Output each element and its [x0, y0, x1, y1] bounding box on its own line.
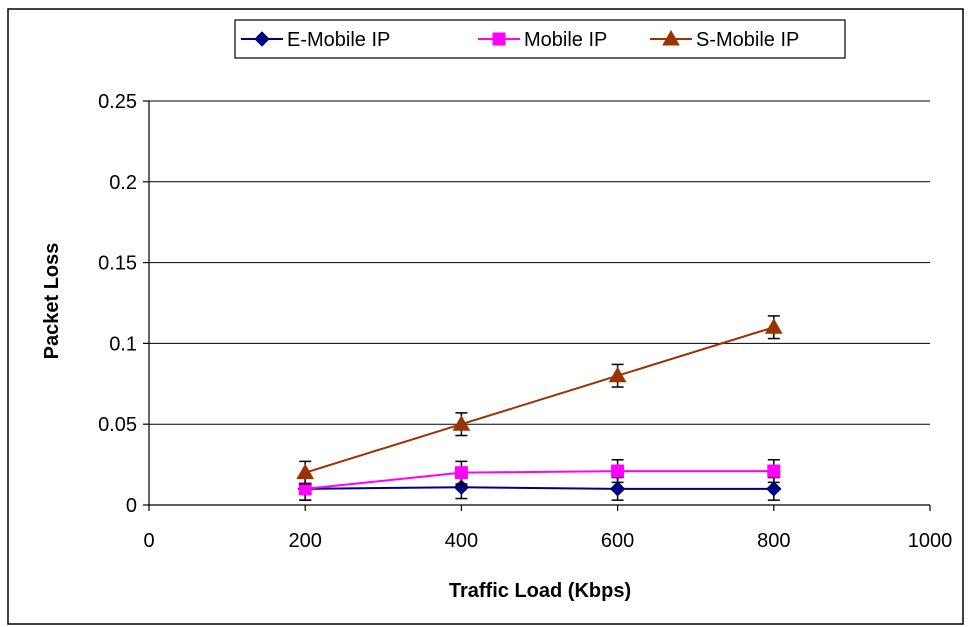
data-point [766, 481, 782, 497]
series-line [305, 470, 774, 490]
x-tick-label: 0 [143, 530, 154, 552]
chart-frame [7, 8, 964, 625]
data-point [454, 466, 468, 480]
x-tick-label: 200 [289, 530, 322, 552]
y-tick-label: 0.1 [109, 333, 137, 355]
legend-entry: E-Mobile IP [241, 29, 390, 51]
legend-marker [662, 29, 680, 46]
x-axis-title: Traffic Load (Kbps) [449, 580, 631, 602]
legend-entry: S-Mobile IP [650, 29, 799, 51]
y-tick-label: 0.05 [98, 414, 137, 436]
legend-label: Mobile IP [524, 29, 607, 51]
legend-marker [254, 31, 270, 47]
legend: E-Mobile IP Mobile IP S-Mobile IP [234, 19, 846, 59]
series-line [305, 486, 774, 490]
data-point [764, 318, 783, 334]
y-tick-label: 0 [126, 495, 137, 517]
data-point [296, 463, 315, 480]
series-line [304, 326, 775, 474]
y-tick-label: 0.2 [109, 172, 137, 194]
x-tick-label: 800 [757, 530, 790, 552]
data-series [296, 315, 783, 501]
data-point [611, 464, 625, 478]
legend-label: S-Mobile IP [696, 29, 799, 51]
legend-box [234, 19, 846, 59]
y-tick-label: 0.25 [98, 91, 137, 113]
y-tick-label: 0.15 [98, 253, 137, 275]
x-tick-label: 400 [445, 530, 478, 552]
series-s-mobile-ip [296, 315, 783, 485]
x-tick-label: 1000 [908, 530, 953, 552]
data-point [452, 415, 471, 431]
series-mobile-ip [298, 459, 781, 501]
data-point [609, 481, 626, 497]
legend-marker [492, 32, 506, 46]
x-tick-label: 600 [601, 530, 634, 552]
tick-labels: 0 0.05 0.1 0.15 0.2 0.25 0 200 400 600 800 1000 [98, 91, 952, 552]
data-point [767, 464, 781, 478]
gridlines [149, 100, 930, 425]
axes [143, 100, 931, 511]
legend-entry: Mobile IP [478, 29, 607, 51]
data-point [608, 366, 627, 383]
y-axis-title: Packet Loss [41, 243, 63, 360]
legend-label: E-Mobile IP [287, 29, 390, 51]
